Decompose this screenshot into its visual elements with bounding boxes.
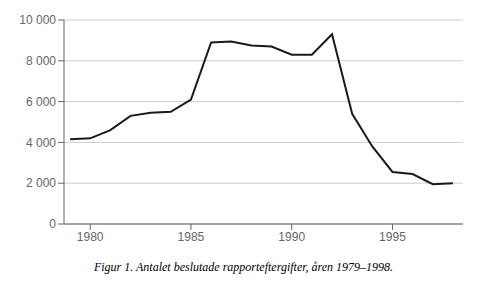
svg-text:2 000: 2 000 [26, 176, 56, 190]
svg-text:4 000: 4 000 [26, 136, 56, 150]
svg-text:0: 0 [49, 217, 56, 231]
svg-text:1980: 1980 [77, 230, 104, 244]
svg-text:1985: 1985 [178, 230, 205, 244]
svg-text:8 000: 8 000 [26, 54, 56, 68]
svg-text:6 000: 6 000 [26, 95, 56, 109]
svg-text:1990: 1990 [278, 230, 305, 244]
svg-text:1995: 1995 [379, 230, 406, 244]
html-text:Figur 1. Antalet beslutade rap: Figur 1. Antalet beslutade rapportefterg… [93, 260, 394, 274]
svg-text:10 000: 10 000 [19, 13, 56, 27]
